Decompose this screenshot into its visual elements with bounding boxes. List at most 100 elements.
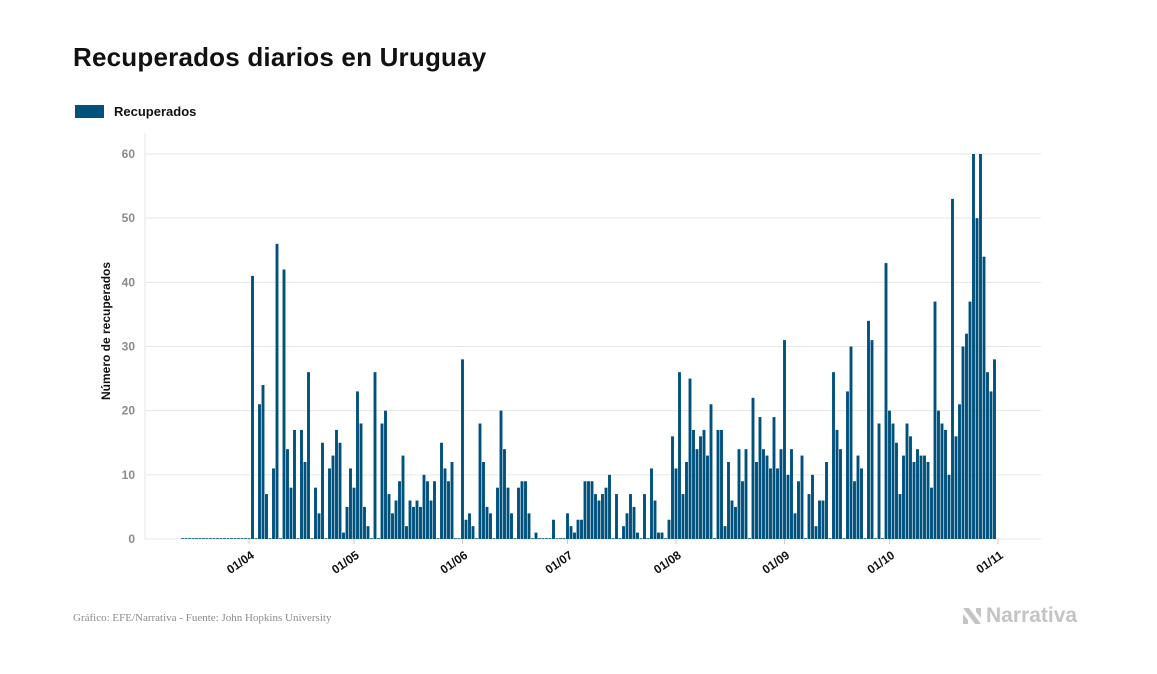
bar: [734, 506, 737, 539]
bar: [944, 429, 947, 539]
bar: [905, 423, 909, 539]
bar: [471, 526, 475, 539]
bar: [807, 494, 811, 539]
bar: [188, 538, 191, 539]
bar: [562, 538, 566, 539]
y-tick-label: 40: [122, 275, 136, 289]
bar: [485, 506, 489, 539]
bar: [352, 487, 356, 539]
bar: [510, 513, 513, 539]
bar: [884, 263, 888, 539]
bar: [926, 462, 930, 539]
bar: [804, 538, 807, 539]
bar: [468, 513, 471, 539]
bar: [692, 429, 695, 539]
bar: [538, 538, 541, 539]
bar: [541, 538, 545, 539]
bar: [632, 506, 636, 539]
bar: [706, 455, 709, 539]
bar: [566, 513, 569, 539]
bar: [317, 513, 321, 539]
bar: [867, 320, 870, 539]
bar: [181, 538, 184, 539]
bar: [184, 538, 188, 539]
bar: [401, 455, 405, 539]
bar: [916, 449, 919, 539]
bar: [380, 423, 384, 539]
bar: [513, 538, 517, 539]
bar: [727, 462, 730, 539]
bar: [776, 468, 779, 539]
y-tick-label: 20: [122, 404, 136, 418]
bar: [751, 397, 755, 539]
bar: [209, 538, 212, 539]
bar: [839, 449, 842, 539]
bar: [968, 301, 972, 539]
bar: [534, 532, 538, 539]
bar: [821, 500, 825, 539]
bar: [198, 538, 202, 539]
bar: [517, 487, 520, 539]
bar: [849, 346, 853, 539]
bar: [989, 391, 993, 539]
bar: [825, 462, 828, 539]
bar: [769, 468, 772, 539]
bar: [818, 500, 821, 539]
bar: [289, 487, 293, 539]
bar: [730, 500, 734, 539]
bar: [758, 417, 762, 539]
bar: [982, 256, 986, 539]
bar: [363, 506, 366, 539]
bar: [359, 423, 363, 539]
bar: [930, 487, 933, 539]
bar: [324, 538, 328, 539]
bar: [853, 481, 856, 539]
y-tick-label: 0: [128, 532, 135, 546]
bar: [366, 526, 370, 539]
narrativa-logo-text: Narrativa: [986, 604, 1078, 627]
bar: [573, 532, 576, 539]
bar: [639, 538, 643, 539]
bar: [797, 481, 800, 539]
bar: [919, 455, 923, 539]
bar: [370, 538, 373, 539]
bar: [835, 429, 839, 539]
y-tick-label: 10: [122, 468, 136, 482]
bar: [912, 462, 916, 539]
bar: [552, 519, 555, 539]
bar: [387, 494, 391, 539]
bar: [667, 519, 671, 539]
bar: [506, 487, 510, 539]
bar: [587, 481, 590, 539]
x-tick-label: 01/06: [438, 548, 471, 577]
bar: [429, 500, 433, 539]
bar: [328, 468, 331, 539]
bar: [524, 481, 527, 539]
bar: [846, 391, 849, 539]
bar: [230, 538, 233, 539]
bar: [212, 538, 216, 539]
bar: [618, 538, 622, 539]
bar: [877, 423, 881, 539]
bar: [527, 513, 531, 539]
bar: [975, 218, 979, 540]
bar: [891, 423, 895, 539]
bar: [993, 359, 996, 539]
bar: [450, 462, 454, 539]
bar: [986, 372, 989, 539]
legend: Recuperados: [75, 104, 196, 119]
bar: [310, 538, 314, 539]
bar: [898, 494, 902, 539]
bar: [314, 487, 317, 539]
bar: [520, 481, 524, 539]
bar: [790, 449, 793, 539]
bar: [408, 500, 412, 539]
y-axis-title: Número de recuperados: [99, 262, 113, 400]
y-tick-label: 30: [122, 340, 136, 354]
bar: [888, 410, 891, 539]
x-tick-label: 01/07: [543, 548, 576, 577]
bar: [475, 538, 478, 539]
bar: [863, 538, 867, 539]
narrativa-logo: Narrativa: [962, 604, 1077, 628]
x-tick-label: 01/04: [224, 548, 257, 577]
